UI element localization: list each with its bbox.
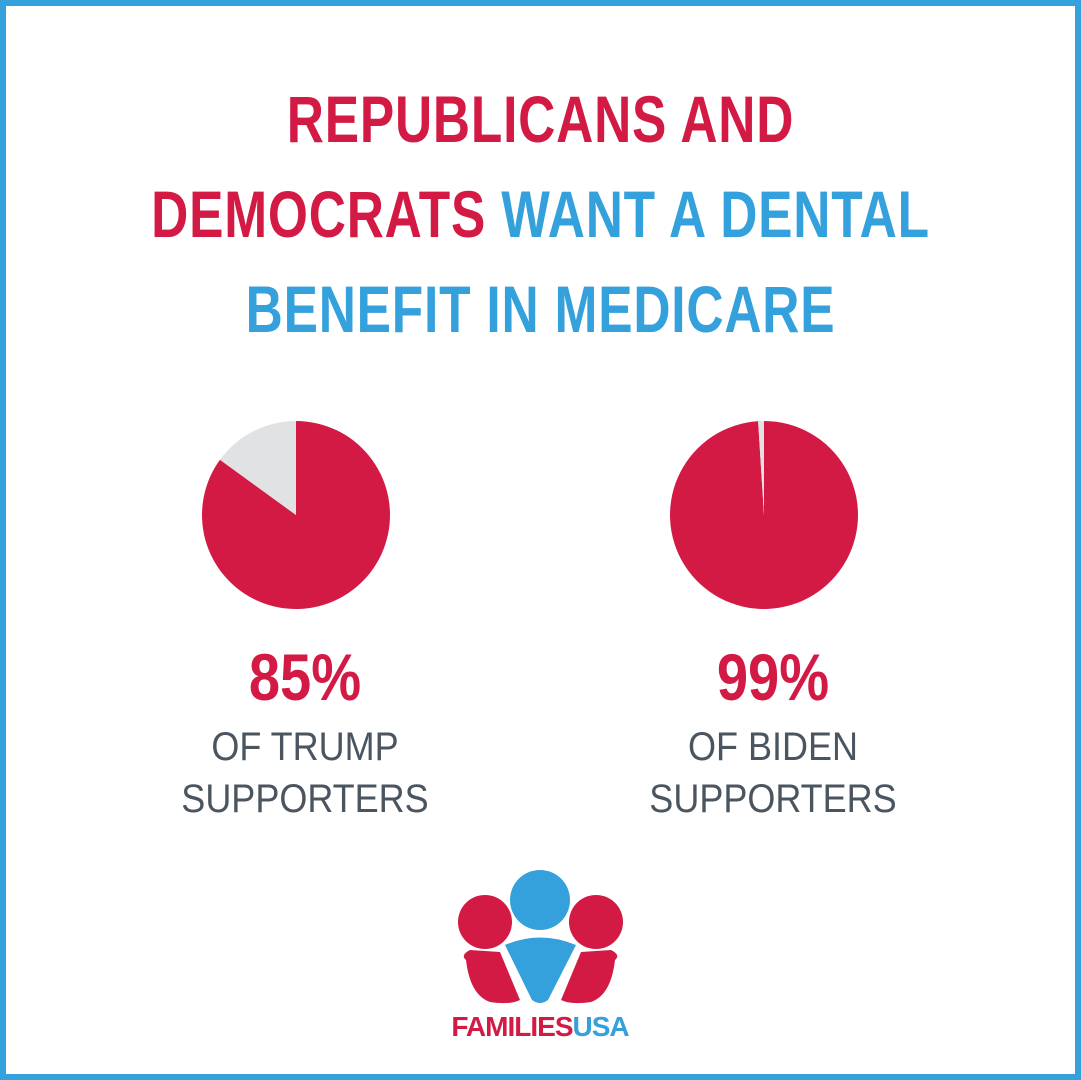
caption: SUPPORTERS xyxy=(181,777,428,821)
pie-slice xyxy=(670,421,859,609)
title-red: REPUBLICANS AND xyxy=(286,82,795,156)
logo-text: FAMILIESUSA xyxy=(451,1011,629,1042)
pie-slice xyxy=(758,421,764,515)
caption: SUPPORTERS xyxy=(649,777,896,821)
logo-usa: USA xyxy=(573,1011,630,1042)
title: REPUBLICANS AND DEMOCRATS WANT A DENTAL … xyxy=(41,72,1040,357)
logo-families: FAMILIES xyxy=(451,1011,572,1042)
caption: OF TRUMP xyxy=(211,725,398,769)
logo-icon xyxy=(458,870,623,1004)
pie-slice xyxy=(219,421,296,515)
value-label: 85% xyxy=(249,641,361,714)
title-blue: WANT A DENTAL xyxy=(501,177,930,251)
title-blue: BENEFIT IN MEDICARE xyxy=(245,272,836,346)
pie-slice xyxy=(202,421,391,609)
value-label: 99% xyxy=(717,641,829,714)
caption: OF BIDEN xyxy=(688,725,858,769)
title-red: DEMOCRATS xyxy=(151,177,487,251)
